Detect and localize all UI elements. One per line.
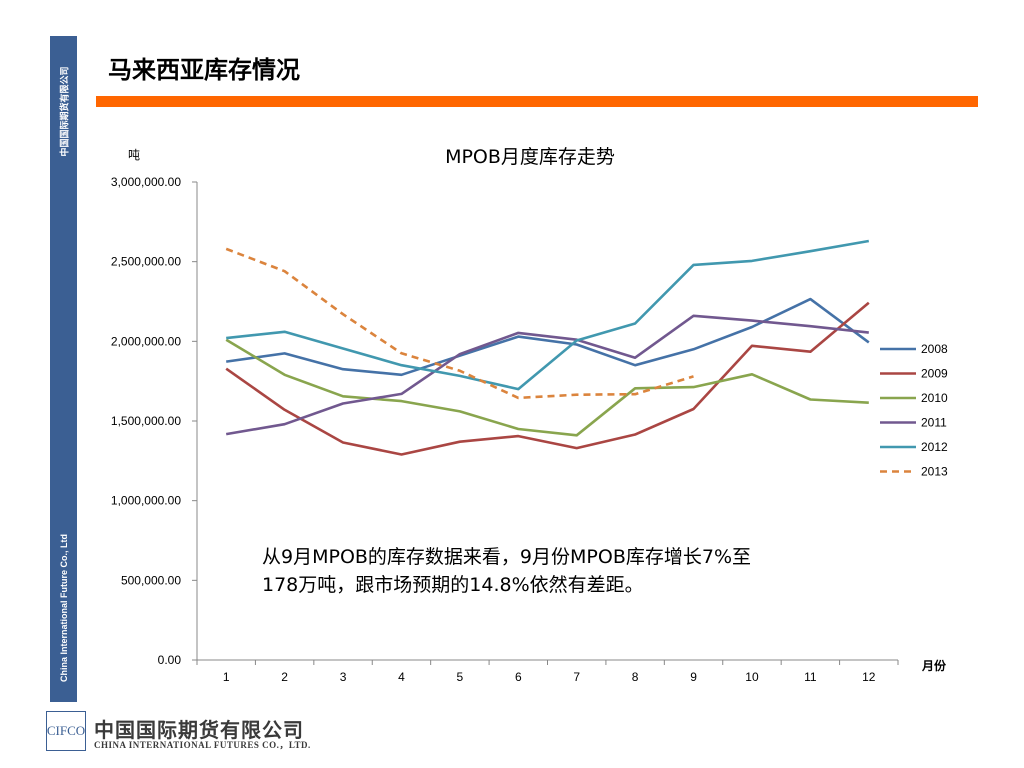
footer-company-en: CHINA INTERNATIONAL FUTURES CO.，LTD. <box>94 740 311 750</box>
series-line-2011 <box>225 314 869 436</box>
x-tick-label: 9 <box>690 670 697 684</box>
legend-label-2008: 2008 <box>921 342 948 356</box>
x-tick-label: 8 <box>632 670 639 684</box>
series-line-2012 <box>226 239 870 391</box>
x-tick-label: 1 <box>223 670 230 684</box>
y-tick-label: 1,000,000.00 <box>111 494 181 508</box>
y-tick-label: 3,000,000.00 <box>111 175 181 189</box>
y-tick-label: 1,500,000.00 <box>111 414 181 428</box>
x-axis-label: 月份 <box>921 658 947 673</box>
y-tick-label: 0.00 <box>158 653 182 667</box>
x-tick-label: 3 <box>340 670 347 684</box>
footer-company-cn: 中国国际期货有限公司 <box>94 718 304 742</box>
x-tick-label: 4 <box>398 670 405 684</box>
legend-label-2013: 2013 <box>921 465 948 479</box>
annotation: 从9月MPOB的库存数据来看，9月份MPOB库存增长7%至 178万吨，跟市场预… <box>262 543 862 599</box>
x-tick-label: 2 <box>281 670 288 684</box>
x-tick-label: 12 <box>862 670 876 684</box>
legend-label-2010: 2010 <box>921 391 948 405</box>
y-axis-label: 吨 <box>128 148 140 162</box>
x-tick-label: 10 <box>745 670 759 684</box>
legend-label-2009: 2009 <box>921 367 948 381</box>
y-tick-label: 500,000.00 <box>121 573 181 587</box>
annotation-line-1: 从9月MPOB的库存数据来看，9月份MPOB库存增长7%至 <box>262 546 752 568</box>
x-tick-label: 6 <box>515 670 522 684</box>
side-bar <box>50 36 77 702</box>
x-tick-label: 5 <box>457 670 464 684</box>
cifco-logo: CIFCO <box>46 711 86 751</box>
x-tick-label: 11 <box>804 670 817 684</box>
title-underline <box>96 96 978 107</box>
y-tick-label: 2,000,000.00 <box>111 334 181 348</box>
y-tick-label: 2,500,000.00 <box>111 255 181 269</box>
page-title: 马来西亚库存情况 <box>108 56 300 84</box>
legend-label-2012: 2012 <box>921 440 948 454</box>
series-line-2010 <box>225 338 869 437</box>
series-line-2009 <box>225 301 870 456</box>
x-tick-label: 7 <box>573 670 580 684</box>
chart-title: MPOB月度库存走势 <box>445 146 615 168</box>
series-line-2013 <box>225 247 694 400</box>
legend-label-2011: 2011 <box>921 416 947 430</box>
annotation-line-2: 178万吨，跟市场预期的14.8%依然有差距。 <box>262 574 644 596</box>
